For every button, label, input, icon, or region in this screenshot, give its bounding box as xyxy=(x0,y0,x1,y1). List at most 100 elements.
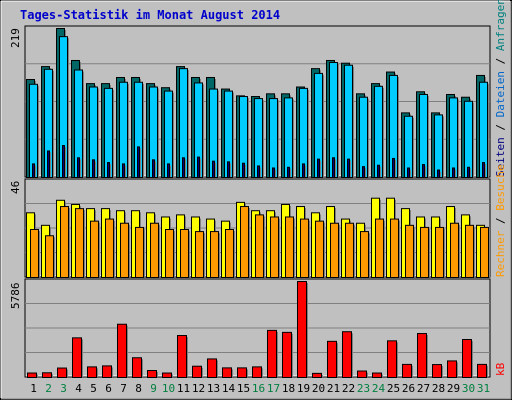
bar-besuche-day-1 xyxy=(30,229,39,278)
bar-besuche-day-20 xyxy=(315,220,324,278)
bar-besuche-day-31 xyxy=(480,226,489,278)
x-tick-label-28: 28 xyxy=(432,382,445,395)
bar-seiten-day-6 xyxy=(107,162,110,179)
bar-seiten-day-30 xyxy=(467,166,470,179)
legend-sep-2: / xyxy=(494,51,507,71)
legend-sep-1: / xyxy=(494,117,507,137)
bar-seiten-day-16 xyxy=(257,165,260,179)
legend-dateien: Dateien xyxy=(494,71,507,117)
bar-kb-day-20 xyxy=(312,372,322,378)
visits-legend: Rechner / Besuche xyxy=(494,164,507,277)
x-tick-label-29: 29 xyxy=(447,382,460,395)
bar-kb-day-10 xyxy=(162,372,172,379)
x-tick-label-21: 21 xyxy=(327,382,340,395)
bar-kb-day-31 xyxy=(477,363,487,378)
bar-besuche-day-14 xyxy=(225,229,234,278)
bar-seiten-day-22 xyxy=(347,158,350,179)
bar-seiten-day-28 xyxy=(437,169,440,178)
bar-kb-day-21 xyxy=(327,340,337,378)
x-tick-label-4: 4 xyxy=(75,382,82,395)
bar-besuche-day-18 xyxy=(285,216,294,278)
bar-seiten-day-26 xyxy=(407,167,410,178)
x-tick-label-18: 18 xyxy=(282,382,295,395)
bar-seiten-day-2 xyxy=(47,150,50,179)
x-tick-label-14: 14 xyxy=(222,382,236,395)
bar-kb-day-12 xyxy=(192,365,202,378)
hits-legend: Seiten / Dateien / Anfragen xyxy=(494,0,507,177)
bar-kb-day-16 xyxy=(252,366,262,378)
bar-besuche-day-7 xyxy=(120,222,129,279)
bar-besuche-day-8 xyxy=(135,226,144,278)
x-tick-label-11: 11 xyxy=(177,382,190,395)
bar-seiten-day-29 xyxy=(452,167,455,178)
bar-kb-day-6 xyxy=(102,365,112,379)
x-tick-label-7: 7 xyxy=(120,382,127,395)
bar-besuche-day-30 xyxy=(465,224,474,278)
x-tick-label-12: 12 xyxy=(192,382,205,395)
bar-seiten-day-23 xyxy=(362,166,365,178)
bar-dateien-day-29 xyxy=(449,97,458,178)
bar-kb-day-27 xyxy=(417,333,427,378)
bar-seiten-day-4 xyxy=(77,157,80,179)
x-tick-label-13: 13 xyxy=(207,382,220,395)
bar-besuche-day-19 xyxy=(300,218,309,278)
bar-kb-day-9 xyxy=(147,370,157,379)
bar-besuche-day-27 xyxy=(420,226,429,278)
x-tick-label-1: 1 xyxy=(30,382,37,395)
bar-dateien-day-28 xyxy=(434,114,443,179)
bar-besuche-day-9 xyxy=(150,222,159,279)
bar-seiten-day-24 xyxy=(377,164,380,178)
bar-besuche-day-15 xyxy=(240,206,249,278)
bar-dateien-day-7 xyxy=(119,81,128,178)
x-tick-label-24: 24 xyxy=(372,382,386,395)
visits-panel xyxy=(24,178,491,279)
bar-kb-day-3 xyxy=(57,367,67,379)
bar-besuche-day-25 xyxy=(390,218,399,278)
bar-kb-day-26 xyxy=(402,363,412,378)
bar-kb-day-17 xyxy=(267,329,277,378)
x-tick-label-9: 9 xyxy=(150,382,157,395)
bar-besuche-day-16 xyxy=(255,214,264,279)
bar-seiten-day-3 xyxy=(62,145,65,178)
bar-kb-day-23 xyxy=(357,370,367,378)
bar-kb-day-5 xyxy=(87,366,97,378)
bar-kb-day-4 xyxy=(72,337,82,379)
bar-kb-day-24 xyxy=(372,372,382,379)
bar-besuche-day-13 xyxy=(210,231,219,279)
bar-besuche-day-3 xyxy=(60,206,69,278)
bar-besuche-day-28 xyxy=(435,226,444,278)
bar-besuche-day-11 xyxy=(180,229,189,278)
x-tick-label-17: 17 xyxy=(267,382,280,395)
bar-kb-day-13 xyxy=(207,358,217,378)
x-tick-label-15: 15 xyxy=(237,382,250,395)
x-tick-label-27: 27 xyxy=(417,382,430,395)
chart-title: Tages-Statistik im Monat August 2014 xyxy=(20,8,280,22)
bar-seiten-day-27 xyxy=(422,164,425,178)
bar-dateien-day-24 xyxy=(374,85,383,178)
bar-seiten-day-14 xyxy=(227,161,230,178)
x-tick-label-8: 8 xyxy=(135,382,142,395)
legend-besuche: Besuche xyxy=(494,164,507,210)
x-tick-label-30: 30 xyxy=(462,382,475,395)
legend-rechner: Rechner xyxy=(494,230,507,277)
bar-dateien-day-17 xyxy=(269,98,278,178)
bar-seiten-day-20 xyxy=(317,158,320,179)
x-tick-label-5: 5 xyxy=(90,382,97,395)
bar-besuche-day-12 xyxy=(195,231,204,279)
bar-seiten-day-5 xyxy=(92,159,95,178)
x-tick-label-3: 3 xyxy=(60,382,67,395)
bar-kb-day-1 xyxy=(27,372,37,379)
bar-besuche-day-22 xyxy=(345,222,354,279)
x-tick-label-19: 19 xyxy=(297,382,310,395)
bar-seiten-day-13 xyxy=(212,160,215,179)
legend-seiten: Seiten xyxy=(494,137,507,177)
bar-dateien-day-30 xyxy=(464,100,473,178)
x-tick-label-22: 22 xyxy=(342,382,355,395)
bar-kb-day-28 xyxy=(432,364,442,378)
bar-besuche-day-24 xyxy=(375,218,384,278)
bar-kb-day-11 xyxy=(177,335,187,379)
x-tick-label-20: 20 xyxy=(312,382,325,395)
bar-seiten-day-9 xyxy=(152,159,155,178)
bar-dateien-day-18 xyxy=(284,97,293,178)
